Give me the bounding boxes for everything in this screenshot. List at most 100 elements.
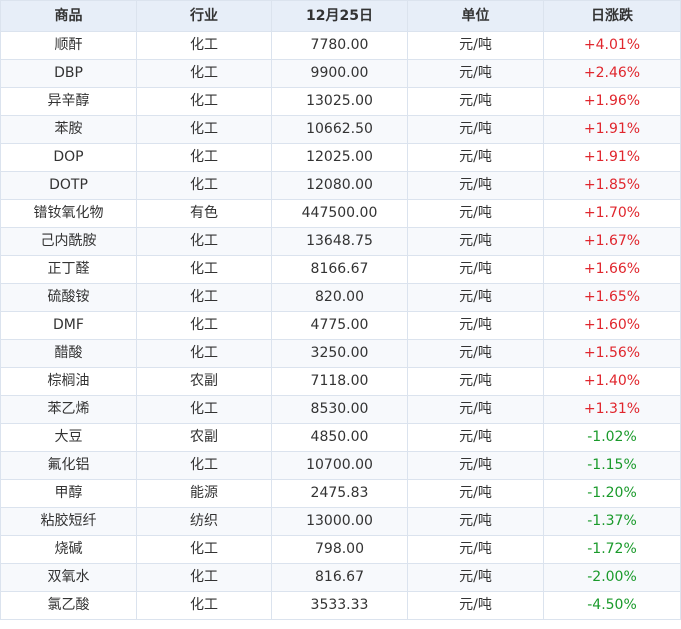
commodity-cell: 己内酰胺	[0, 227, 137, 256]
unit-cell: 元/吨	[407, 507, 544, 536]
industry-cell: 化工	[136, 171, 272, 200]
price-cell: 798.00	[271, 535, 408, 564]
unit-cell: 元/吨	[407, 171, 544, 200]
unit-cell: 元/吨	[407, 87, 544, 116]
industry-cell: 能源	[136, 479, 272, 508]
change-cell: +1.70%	[543, 199, 681, 228]
unit-cell: 元/吨	[407, 59, 544, 88]
price-cell: 8530.00	[271, 395, 408, 424]
unit-cell: 元/吨	[407, 115, 544, 144]
unit-cell: 元/吨	[407, 339, 544, 368]
commodity-cell: 氟化铝	[0, 451, 137, 480]
industry-cell: 化工	[136, 451, 272, 480]
unit-cell: 元/吨	[407, 31, 544, 60]
table-row: 甲醇 能源 2475.83 元/吨 -1.20%	[0, 479, 681, 508]
price-cell: 7118.00	[271, 367, 408, 396]
change-cell: +1.66%	[543, 255, 681, 284]
table-row: 大豆 农副 4850.00 元/吨 -1.02%	[0, 423, 681, 452]
industry-cell: 化工	[136, 339, 272, 368]
table-row: DOTP 化工 12080.00 元/吨 +1.85%	[0, 171, 681, 200]
unit-cell: 元/吨	[407, 395, 544, 424]
price-cell: 4775.00	[271, 311, 408, 340]
table-row: 双氧水 化工 816.67 元/吨 -2.00%	[0, 563, 681, 592]
industry-cell: 化工	[136, 311, 272, 340]
industry-cell: 化工	[136, 591, 272, 620]
unit-cell: 元/吨	[407, 535, 544, 564]
change-cell: -1.15%	[543, 451, 681, 480]
commodity-cell: 双氧水	[0, 563, 137, 592]
commodity-cell: 大豆	[0, 423, 137, 452]
unit-cell: 元/吨	[407, 563, 544, 592]
industry-cell: 化工	[136, 31, 272, 60]
change-cell: -1.72%	[543, 535, 681, 564]
table-row: 苯胺 化工 10662.50 元/吨 +1.91%	[0, 115, 681, 144]
price-cell: 2475.83	[271, 479, 408, 508]
commodity-cell: 醋酸	[0, 339, 137, 368]
change-cell: +1.56%	[543, 339, 681, 368]
unit-cell: 元/吨	[407, 591, 544, 620]
commodity-cell: 正丁醛	[0, 255, 137, 284]
industry-cell: 农副	[136, 423, 272, 452]
table-header: 商品 行业 12月25日 单位 日涨跌	[0, 0, 681, 32]
table-row: 烧碱 化工 798.00 元/吨 -1.72%	[0, 535, 681, 564]
change-cell: +1.91%	[543, 143, 681, 172]
change-cell: +1.65%	[543, 283, 681, 312]
industry-cell: 化工	[136, 115, 272, 144]
change-cell: +1.60%	[543, 311, 681, 340]
industry-cell: 农副	[136, 367, 272, 396]
commodity-cell: 苯乙烯	[0, 395, 137, 424]
unit-cell: 元/吨	[407, 423, 544, 452]
commodity-cell: 镨钕氧化物	[0, 199, 137, 228]
price-cell: 4850.00	[271, 423, 408, 452]
unit-cell: 元/吨	[407, 227, 544, 256]
change-cell: -1.02%	[543, 423, 681, 452]
change-cell: -2.00%	[543, 563, 681, 592]
table-row: DBP 化工 9900.00 元/吨 +2.46%	[0, 59, 681, 88]
table-row: 硫酸铵 化工 820.00 元/吨 +1.65%	[0, 283, 681, 312]
table-row: 顺酐 化工 7780.00 元/吨 +4.01%	[0, 31, 681, 60]
price-cell: 12080.00	[271, 171, 408, 200]
unit-cell: 元/吨	[407, 451, 544, 480]
table-row: 粘胶短纤 纺织 13000.00 元/吨 -1.37%	[0, 507, 681, 536]
change-cell: +1.40%	[543, 367, 681, 396]
industry-cell: 化工	[136, 87, 272, 116]
commodity-cell: 苯胺	[0, 115, 137, 144]
industry-cell: 化工	[136, 143, 272, 172]
header-unit: 单位	[407, 0, 544, 32]
change-cell: +4.01%	[543, 31, 681, 60]
commodity-cell: DOTP	[0, 171, 137, 200]
change-cell: +1.85%	[543, 171, 681, 200]
unit-cell: 元/吨	[407, 199, 544, 228]
table-row: 镨钕氧化物 有色 447500.00 元/吨 +1.70%	[0, 199, 681, 228]
unit-cell: 元/吨	[407, 255, 544, 284]
price-cell: 816.67	[271, 563, 408, 592]
change-cell: -4.50%	[543, 591, 681, 620]
price-cell: 8166.67	[271, 255, 408, 284]
change-cell: -1.37%	[543, 507, 681, 536]
table-row: 棕榈油 农副 7118.00 元/吨 +1.40%	[0, 367, 681, 396]
unit-cell: 元/吨	[407, 143, 544, 172]
price-cell: 10662.50	[271, 115, 408, 144]
change-cell: +1.31%	[543, 395, 681, 424]
header-row: 商品 行业 12月25日 单位 日涨跌	[0, 0, 681, 32]
industry-cell: 化工	[136, 227, 272, 256]
commodity-cell: 顺酐	[0, 31, 137, 60]
commodity-cell: 粘胶短纤	[0, 507, 137, 536]
industry-cell: 化工	[136, 283, 272, 312]
price-cell: 10700.00	[271, 451, 408, 480]
header-date-price: 12月25日	[271, 0, 408, 32]
table-row: 苯乙烯 化工 8530.00 元/吨 +1.31%	[0, 395, 681, 424]
commodity-cell: DMF	[0, 311, 137, 340]
table-row: 氟化铝 化工 10700.00 元/吨 -1.15%	[0, 451, 681, 480]
price-cell: 3533.33	[271, 591, 408, 620]
industry-cell: 化工	[136, 395, 272, 424]
commodity-cell: 甲醇	[0, 479, 137, 508]
table-row: DOP 化工 12025.00 元/吨 +1.91%	[0, 143, 681, 172]
table-row: 己内酰胺 化工 13648.75 元/吨 +1.67%	[0, 227, 681, 256]
table-row: 正丁醛 化工 8166.67 元/吨 +1.66%	[0, 255, 681, 284]
commodity-cell: 棕榈油	[0, 367, 137, 396]
commodity-cell: 氯乙酸	[0, 591, 137, 620]
change-cell: +1.91%	[543, 115, 681, 144]
price-cell: 12025.00	[271, 143, 408, 172]
